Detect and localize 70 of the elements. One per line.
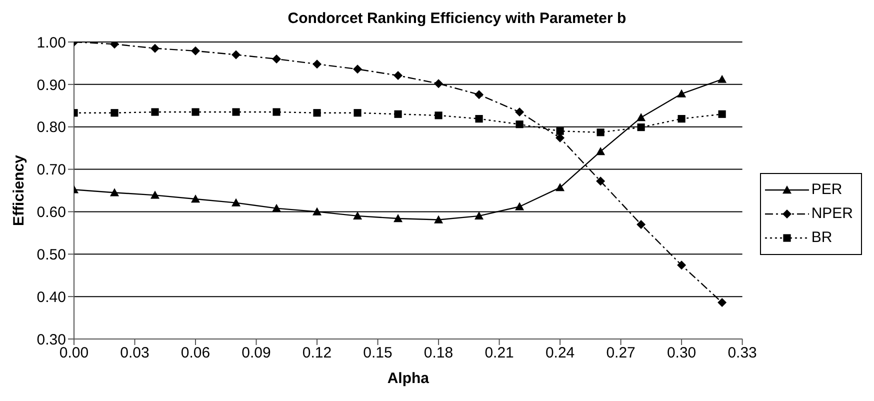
point [192,108,200,116]
point [596,146,606,156]
point [516,120,524,128]
x-tick-label: 0.18 [424,344,454,362]
point [475,114,483,123]
point [110,109,118,117]
point [556,183,565,192]
point [596,128,604,136]
point [515,108,524,117]
y-tick-label: 0.90 [36,76,66,94]
x-tick-label: 0.30 [666,344,696,362]
point [677,89,686,98]
point [474,90,484,100]
point [151,108,159,116]
point [394,214,403,222]
point [232,108,240,116]
point [191,194,200,203]
y-tick-label: 0.60 [36,204,66,222]
point [637,123,645,132]
x-tick-label: 0.33 [728,344,757,362]
y-tick-label: 0.80 [36,119,66,136]
point [474,211,484,220]
point [353,211,362,220]
point [596,176,606,186]
point [394,110,402,118]
point [272,108,280,116]
point [150,44,160,53]
x-axis-title: Alpha [387,370,430,387]
point [677,260,686,270]
point [110,188,120,196]
y-tick-label: 0.40 [36,288,66,306]
point [272,204,282,212]
point [636,113,646,122]
legend-label: NPER [811,205,853,222]
point [434,79,444,88]
point [272,54,282,64]
x-tick-label: 0.03 [120,344,150,362]
point [313,109,321,117]
point [191,46,200,56]
point [718,298,727,308]
x-tick-label: 0.21 [484,344,514,362]
point [718,110,726,118]
x-tick-label: 0.27 [606,344,636,362]
point [678,114,686,123]
x-tick-label: 0.09 [242,344,271,362]
x-tick-label: 0.06 [180,344,210,362]
point [312,60,322,69]
point [434,215,444,224]
point [515,202,524,210]
x-tick-label: 0.12 [302,344,332,362]
y-tick-label: 0.70 [36,162,66,179]
point [312,207,322,216]
point [636,220,646,229]
point [150,190,160,199]
point [718,74,727,83]
point [354,109,362,117]
point [394,71,403,80]
y-tick-label: 1.00 [36,34,66,52]
y-axis-title: Efficiency [10,154,28,226]
point [434,112,442,120]
legend-label: PER [811,181,842,198]
chart-title: Condorcet Ranking Efficiency with Parameter b [286,9,628,29]
x-tick-label: 0.15 [363,344,392,362]
legend-label: BR [811,229,832,246]
point [232,50,241,60]
x-tick-label: 0.24 [545,344,575,362]
point [556,127,564,135]
y-tick-label: 0.50 [36,246,66,264]
point [232,198,241,206]
point [353,64,362,74]
